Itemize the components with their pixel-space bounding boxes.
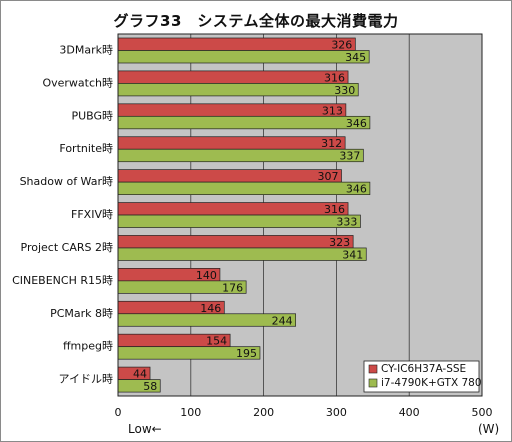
bar-value-label: 140 (196, 269, 217, 282)
bars: 3263453163303133463123373073463163333233… (117, 37, 371, 393)
bar-value-label: 345 (345, 51, 366, 64)
category-label: 3DMark時 (59, 44, 113, 57)
legend-label-series-1: CY-IC6H37A-SSE (381, 363, 466, 375)
bar-value-label: 346 (346, 183, 367, 196)
x-tick-label: 300 (326, 406, 347, 419)
bar-value-label: 337 (339, 150, 360, 163)
x-tick-label: 500 (472, 406, 493, 419)
category-labels: 3DMark時 Overwatch時 PUBG時 Fortnite時 Shadow of… (12, 44, 113, 386)
bar-value-label: 312 (321, 137, 342, 150)
bar-series-1 (117, 70, 349, 84)
category-label: Overwatch時 (42, 76, 113, 89)
bar-series-2 (117, 181, 371, 195)
tick-labels: 0 100 200 300 400 500 (115, 406, 493, 419)
category-label: Fortnite時 (59, 142, 113, 155)
bar-series-2 (117, 50, 370, 64)
legend-swatch-series-2 (368, 378, 378, 388)
bar-series-2 (117, 148, 364, 163)
x-axis-unit-label: (W) (478, 422, 499, 436)
bar-value-label: 316 (324, 71, 345, 84)
category-label: CINEBENCH R15時 (12, 274, 113, 287)
bar-value-label: 244 (272, 314, 293, 327)
bar-value-label: 333 (336, 216, 357, 229)
legend-swatch-series-1 (368, 364, 378, 374)
bar-series-1 (117, 136, 346, 150)
bar-value-label: 313 (322, 104, 343, 117)
category-label: PCMark 8時 (50, 307, 113, 320)
bar-value-label: 44 (133, 368, 147, 381)
bar-value-label: 323 (329, 236, 350, 249)
category-label: ffmpeg時 (63, 340, 113, 353)
bar-value-label: 58 (143, 380, 157, 393)
bar-series-2 (117, 83, 359, 97)
category-label: Project CARS 2時 (21, 241, 113, 254)
bar-series-1 (117, 235, 354, 249)
bar-value-label: 330 (334, 84, 355, 97)
bar-series-1 (117, 202, 349, 216)
bar-value-label: 341 (342, 248, 363, 261)
bar-series-1 (117, 103, 347, 117)
x-tick-label: 0 (115, 406, 122, 419)
category-label: FFXIV時 (71, 208, 113, 221)
bar-value-label: 195 (236, 347, 257, 360)
chart-title: グラフ33 システム全体の最大消費電力 (113, 12, 399, 30)
x-tick-label: 100 (180, 406, 201, 419)
x-axis-low-label: Low← (128, 422, 162, 436)
plot-border (117, 33, 483, 397)
bar-series-2 (117, 313, 296, 327)
bar-value-label: 176 (222, 281, 243, 294)
bar-series-2 (117, 247, 367, 261)
category-label: アイドル時 (59, 373, 113, 386)
x-tick-label: 200 (253, 406, 274, 419)
legend: CY-IC6H37A-SSE i7-4790K+GTX 780 (363, 360, 482, 393)
bar-series-2 (117, 214, 361, 228)
category-label: Shadow of War時 (20, 175, 113, 188)
bar-series-1 (117, 37, 356, 51)
bar-value-label: 326 (331, 39, 352, 52)
legend-box (363, 360, 480, 393)
bar-value-label: 316 (324, 203, 345, 216)
bar-value-label: 307 (317, 170, 338, 183)
bar-value-label: 146 (200, 302, 221, 315)
bar-series-1 (117, 169, 342, 183)
bar-value-label: 154 (206, 335, 227, 348)
legend-label-series-2: i7-4790K+GTX 780 (381, 377, 482, 389)
bar-value-label: 346 (346, 117, 367, 130)
category-label: PUBG時 (71, 109, 113, 122)
bar-series-2 (117, 115, 371, 130)
x-tick-label: 400 (399, 406, 420, 419)
